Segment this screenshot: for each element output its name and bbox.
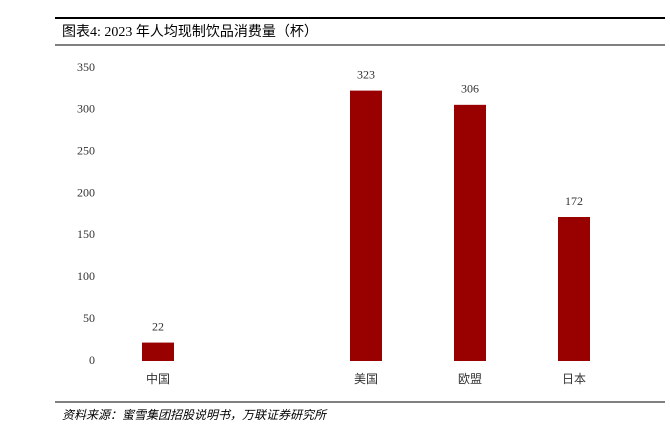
bar: [142, 342, 174, 361]
x-tick-label: 美国: [354, 372, 378, 386]
chart-title: 图表4: 2023 年人均现制饮品消费量（杯）: [62, 24, 318, 40]
x-tick-label: 欧盟: [458, 372, 482, 386]
bar: [350, 90, 382, 362]
y-tick-label: 200: [77, 185, 95, 199]
bar: [454, 104, 486, 361]
y-tick-label: 350: [77, 60, 95, 74]
y-tick-label: 50: [83, 311, 95, 325]
data-label: 22: [152, 319, 164, 333]
data-label: 306: [461, 82, 479, 96]
data-label: 172: [565, 194, 583, 208]
source-note: 资料来源：蜜雪集团招股说明书，万联证券研究所: [62, 408, 328, 422]
bar: [558, 217, 590, 361]
x-tick-label: 中国: [146, 371, 170, 386]
y-tick-label: 0: [89, 353, 95, 367]
y-tick-label: 100: [77, 269, 95, 283]
x-tick-label: 日本: [562, 372, 586, 386]
data-label: 323: [357, 67, 375, 81]
y-tick-label: 150: [77, 227, 95, 241]
y-tick-label: 250: [77, 143, 95, 157]
y-tick-label: 300: [77, 102, 95, 116]
